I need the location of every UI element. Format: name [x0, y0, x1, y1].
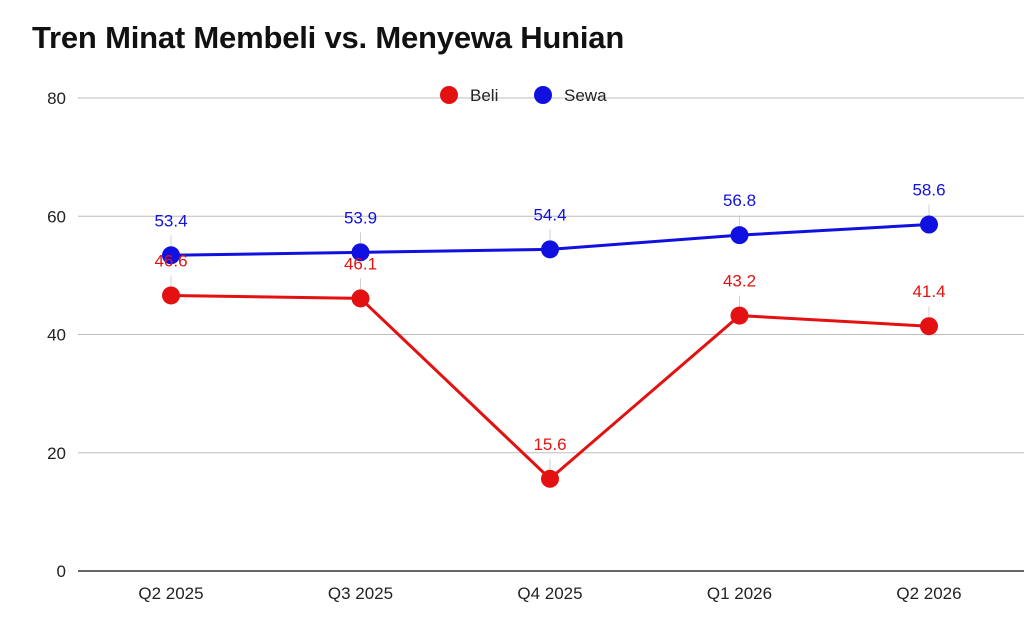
data-point-beli	[351, 289, 370, 308]
legend-item-sewa: Sewa	[534, 86, 607, 105]
x-tick-label: Q2 2025	[138, 584, 203, 603]
x-tick-label: Q4 2025	[517, 584, 582, 603]
data-label-beli: 15.6	[533, 435, 566, 454]
series-points	[162, 215, 938, 488]
data-point-beli	[920, 317, 938, 336]
legend-label: Beli	[470, 86, 498, 105]
data-point-beli	[730, 306, 749, 325]
chart-title: Tren Minat Membeli vs. Menyewa Hunian	[32, 20, 625, 55]
data-label-sewa: 58.6	[912, 181, 945, 200]
y-tick-label: 40	[47, 326, 66, 345]
data-labels: 46.6 46.1 15.6 43.2 41.4 53.4 53.9 54.4 56.8 58.6	[154, 181, 946, 470]
data-point-sewa	[920, 215, 938, 234]
data-label-beli: 43.2	[723, 272, 756, 291]
y-tick-label: 20	[47, 444, 66, 463]
data-label-sewa: 54.4	[533, 205, 566, 224]
data-point-sewa	[351, 243, 370, 262]
data-label-beli: 46.6	[154, 251, 187, 270]
x-axis-tick-labels: Q2 2025 Q3 2025 Q4 2025 Q1 2026 Q2 2026	[138, 584, 961, 603]
data-point-sewa	[162, 246, 180, 265]
x-tick-label: Q3 2025	[328, 584, 393, 603]
legend-label: Sewa	[564, 86, 607, 105]
legend: Beli Sewa	[440, 86, 607, 105]
legend-marker	[440, 86, 458, 104]
gridlines	[78, 97, 1024, 572]
y-axis-tick-labels: 0 20 40 60 80	[47, 89, 66, 581]
data-point-sewa	[541, 240, 559, 259]
data-label-beli: 41.4	[912, 282, 945, 301]
y-tick-label: 60	[47, 207, 66, 226]
x-tick-label: Q2 2026	[896, 584, 961, 603]
data-label-sewa: 56.8	[723, 191, 756, 210]
data-label-sewa: 53.4	[154, 211, 187, 230]
data-label-beli: 46.1	[344, 254, 377, 273]
legend-item-beli: Beli	[440, 86, 498, 105]
x-tick-label: Q1 2026	[707, 584, 772, 603]
y-tick-label: 0	[57, 562, 66, 581]
data-point-beli	[541, 469, 559, 488]
data-label-sewa: 53.9	[344, 208, 377, 227]
y-tick-label: 80	[47, 89, 66, 108]
legend-marker	[534, 86, 552, 104]
data-point-sewa	[730, 226, 749, 245]
data-point-beli	[162, 286, 180, 305]
